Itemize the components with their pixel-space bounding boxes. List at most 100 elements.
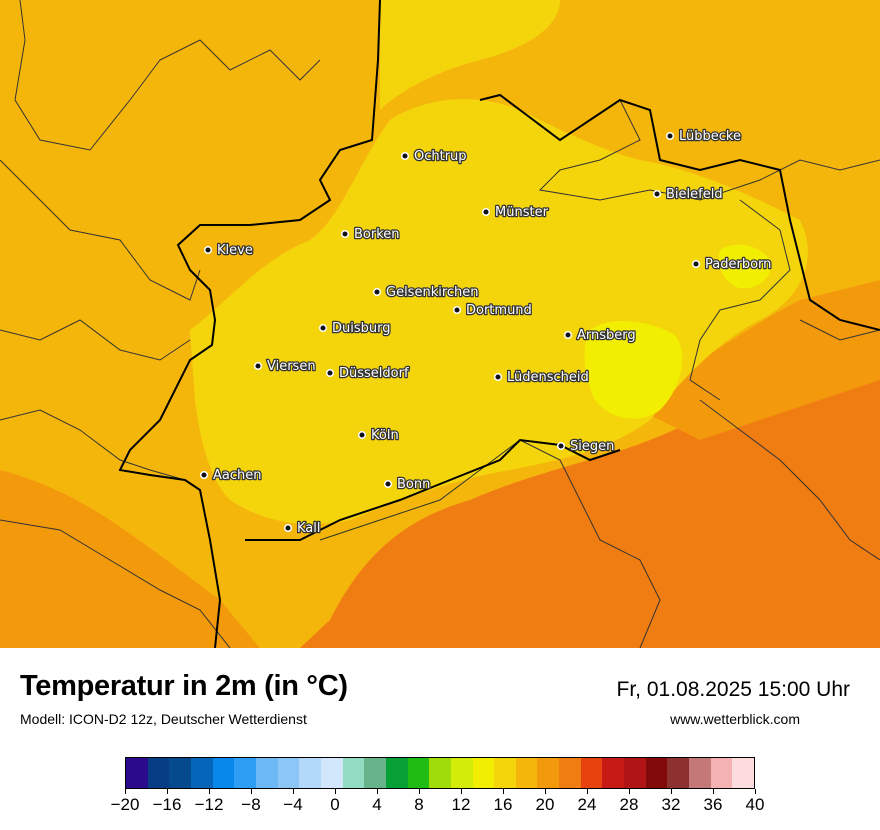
- colorbar-tick-label: 0: [330, 795, 340, 814]
- website-link[interactable]: www.wetterblick.com: [670, 711, 800, 727]
- field-hot-southeast: [300, 360, 880, 648]
- colorbar-tick-label: −20: [110, 795, 140, 814]
- colorbar-tick: [754, 789, 756, 794]
- state-border-nrw-south: [245, 438, 621, 541]
- colorbar-tick: [166, 789, 168, 794]
- city-dot: [283, 523, 293, 533]
- colorbar-tick-label: 32: [661, 795, 681, 814]
- colorbar-swatch: [559, 758, 581, 788]
- city-label: Bonn: [397, 477, 430, 492]
- city-dot: [665, 131, 675, 141]
- colorbar-swatch: [407, 758, 430, 788]
- colorbar-swatch: [667, 758, 690, 788]
- colorbar-tick: [376, 789, 378, 794]
- colorbar-tick: [628, 789, 630, 794]
- country-border-nl-de: [118, 0, 381, 648]
- field-lightyellow-north: [380, 0, 560, 110]
- colorbar-tick-label: 8: [414, 795, 424, 814]
- city-dot: [199, 470, 209, 480]
- city-dot: [481, 207, 491, 217]
- city-dot: [556, 441, 566, 451]
- colorbar-swatch: [450, 758, 473, 788]
- colorbar-tick-label: −8: [241, 795, 261, 814]
- colorbar-swatch: [385, 758, 408, 788]
- city-label: Dortmund: [466, 303, 532, 318]
- colorbar-swatch: [710, 758, 733, 788]
- colorbar-swatch: [320, 758, 343, 788]
- city-marker: Ochtrup: [400, 148, 468, 165]
- colorbar-tick-label: −12: [194, 795, 224, 814]
- city-dot: [253, 361, 263, 371]
- temperature-map: Lübbecke Ochtrup Bielefeld Münster Borken Kle…: [0, 0, 880, 648]
- city-label: Köln: [371, 428, 399, 443]
- field-lightyellow-central: [190, 99, 808, 524]
- field-warm-east: [620, 280, 880, 440]
- temperature-fields: [0, 0, 880, 648]
- city-label: Münster: [495, 205, 549, 220]
- city-marker: Paderborn: [691, 256, 773, 273]
- district-border-hesse: [699, 399, 880, 561]
- city-marker: Arnsberg: [563, 327, 637, 344]
- colorbar-swatch: [299, 758, 321, 788]
- district-border-south: [519, 439, 661, 648]
- city-marker: Borken: [340, 226, 401, 243]
- city-dot: [691, 259, 701, 269]
- city-dot: [493, 372, 503, 382]
- city-dot: [203, 245, 213, 255]
- city-label: Kall: [297, 521, 321, 536]
- colorbar-swatch: [429, 758, 451, 788]
- forecast-datetime: Fr, 01.08.2025 15:00 Uhr: [616, 678, 851, 701]
- colorbar-swatch: [255, 758, 278, 788]
- city-marker: Aachen: [199, 467, 263, 484]
- city-marker: Siegen: [556, 438, 616, 455]
- city-label: Siegen: [570, 439, 614, 454]
- city-marker: Dortmund: [452, 302, 533, 319]
- temperature-colorbar: [125, 757, 755, 789]
- district-border-east: [689, 199, 791, 401]
- city-marker: Lüdenscheid: [493, 369, 590, 386]
- colorbar-ticks: −20 −16 −12 −8 −4 0 4 8 12 16 20 24 28 32 36 40: [111, 789, 764, 819]
- colorbar-swatch: [234, 758, 256, 788]
- city-label: Viersen: [267, 359, 316, 374]
- colorbar-swatch: [645, 758, 668, 788]
- map-footer: Temperatur in 2m (in °C) Modell: ICON-D2…: [0, 648, 880, 830]
- colorbar-tick: [670, 789, 672, 794]
- city-marker: Münster: [481, 204, 550, 221]
- colorbar-tick-label: −16: [152, 795, 182, 814]
- city-label: Ochtrup: [414, 149, 467, 164]
- district-border-eifel: [0, 519, 231, 648]
- city-label: Borken: [354, 227, 400, 242]
- city-marker: Kall: [283, 520, 322, 537]
- colorbar-swatch: [689, 758, 711, 788]
- colorbar-tick: [334, 789, 336, 794]
- colorbar-swatch: [494, 758, 516, 788]
- colorbar-tick: [460, 789, 462, 794]
- colorbar-tick-label: 40: [745, 795, 765, 814]
- colorbar-tick-label: 4: [372, 795, 382, 814]
- district-border-westerwald: [319, 439, 521, 541]
- city-label: Lübbecke: [679, 129, 741, 144]
- city-dot: [400, 151, 410, 161]
- city-label: Kleve: [217, 243, 253, 258]
- colorbar-swatch: [277, 758, 300, 788]
- colorbar-tick: [418, 789, 420, 794]
- city-marker: Köln: [357, 427, 400, 444]
- field-brightyellow-east: [718, 244, 771, 289]
- colorbar-swatch: [342, 758, 365, 788]
- colorbar-swatch: [732, 758, 755, 788]
- model-source: Modell: ICON-D2 12z, Deutscher Wetterdie…: [20, 711, 307, 727]
- colorbar-tick: [544, 789, 546, 794]
- city-dot: [452, 305, 462, 315]
- state-border-nrw-east: [479, 93, 880, 331]
- city-marker: Bielefeld: [652, 186, 724, 203]
- colorbar-swatch: [624, 758, 646, 788]
- city-dot: [383, 479, 393, 489]
- city-marker: Bonn: [383, 476, 432, 493]
- district-border-east-north: [538, 99, 880, 201]
- district-border-be: [0, 409, 186, 481]
- city-marker: Duisburg: [318, 320, 392, 337]
- colorbar-tick: [292, 789, 294, 794]
- map-title: Temperatur in 2m (in °C): [20, 670, 348, 702]
- colorbar-swatch: [515, 758, 538, 788]
- colorbar-tick-label: 16: [493, 795, 513, 814]
